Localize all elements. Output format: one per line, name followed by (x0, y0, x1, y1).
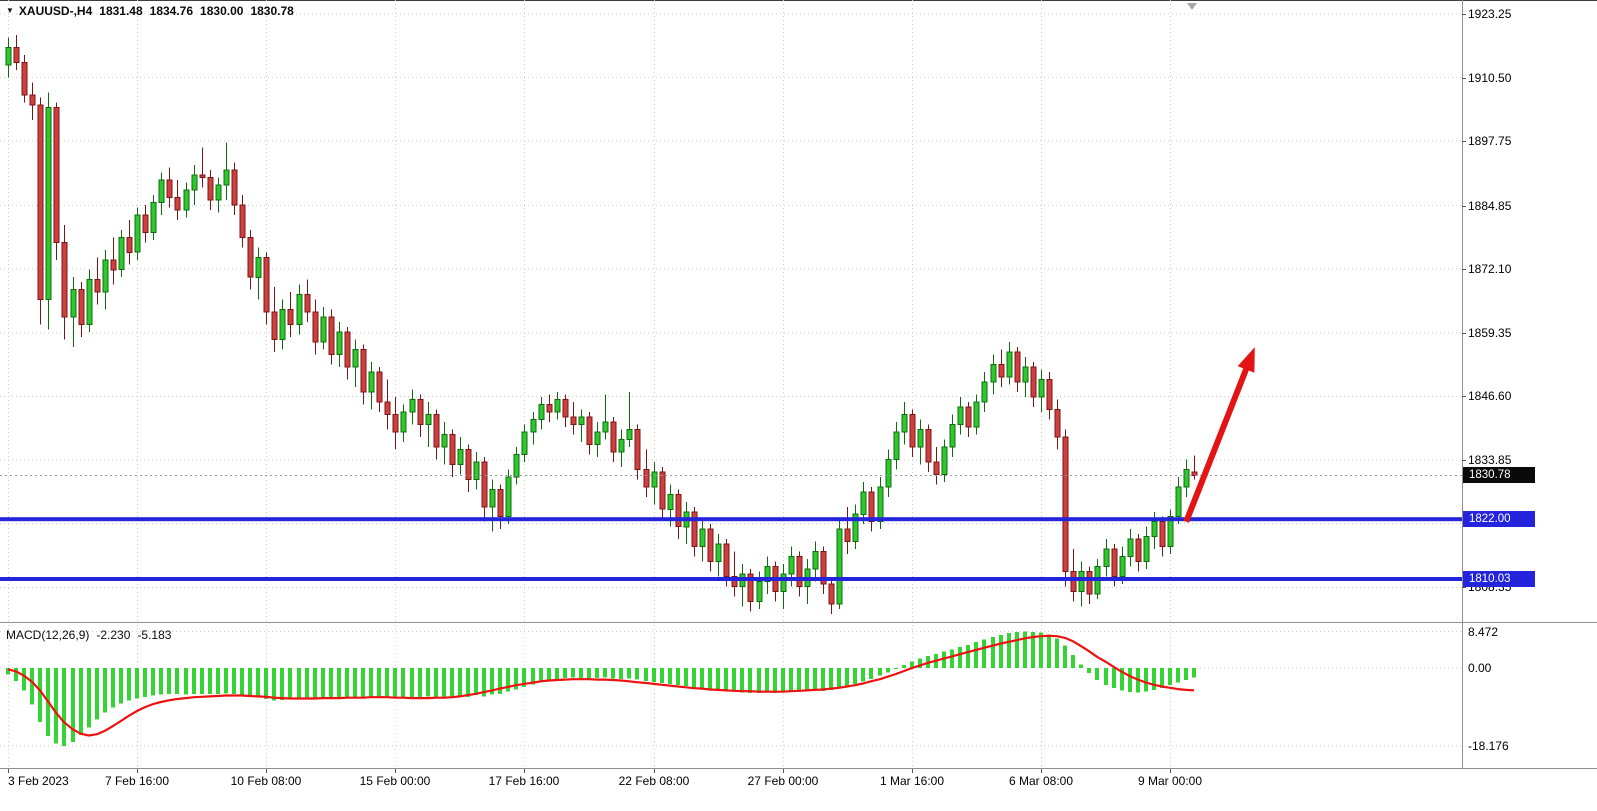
ohlc-close: 1830.78 (250, 4, 294, 18)
price-tick-mark (1462, 396, 1466, 398)
time-label: 9 Mar 00:00 (1137, 774, 1203, 788)
price-tick-label: 1910.50 (1468, 70, 1512, 85)
ohlc-high: 1834.76 (149, 4, 194, 18)
time-tick-mark (783, 769, 784, 773)
time-tick-mark (137, 769, 138, 773)
window-top-border (0, 0, 1597, 1)
chart-symbol-label: XAUUSD-,H4 (18, 4, 93, 18)
one-click-panel-toggle-icon[interactable]: ▼ (6, 6, 14, 15)
price-tick-mark (1462, 460, 1466, 462)
time-label: 10 Feb 08:00 (230, 774, 302, 788)
macd-indicator-label: MACD(12,26,9) -2.230 -5.183 (6, 628, 171, 642)
macd-main-value: -2.230 (96, 628, 131, 642)
price-tick-mark (1462, 14, 1466, 15)
time-tick-mark (654, 769, 655, 773)
price-tick-label: 1872.10 (1468, 262, 1512, 277)
price-tick-mark (1462, 332, 1466, 334)
macd-tick-label: 8.472 (1468, 624, 1499, 639)
price-tick-mark (1462, 77, 1466, 79)
time-tick-mark (266, 769, 267, 773)
panel-divider[interactable] (0, 622, 1597, 623)
price-tick-mark (1462, 269, 1466, 271)
macd-signal-line (7, 634, 1195, 737)
price-tick-mark (1462, 587, 1466, 589)
hline-price-badge: 1822.00 (1463, 511, 1535, 528)
price-axis[interactable] (1463, 0, 1597, 768)
price-tick-mark (1462, 141, 1466, 143)
time-label: 15 Feb 00:00 (359, 774, 431, 788)
price-tick-label: 1897.75 (1468, 134, 1512, 149)
macd-tick-label: -18.176 (1468, 739, 1509, 754)
macd-panel-canvas[interactable] (0, 625, 1462, 768)
macd-signal-value: -5.183 (137, 628, 172, 642)
macd-name: MACD(12,26,9) (6, 628, 90, 642)
ohlc-low: 1830.00 (200, 4, 244, 18)
time-tick-mark (1170, 769, 1171, 773)
time-label: 22 Feb 08:00 (618, 774, 690, 788)
time-axis[interactable] (0, 769, 1462, 799)
time-tick-mark (524, 769, 525, 773)
chart-ohlc-info: ▼ XAUUSD-,H4 1831.48 1834.76 1830.00 1830.78 (6, 4, 294, 18)
price-tick-label: 1884.85 (1468, 198, 1512, 213)
time-label: 1 Mar 16:00 (879, 774, 945, 788)
time-label: 3 Feb 2023 (8, 774, 69, 788)
hline-price-badge: 1810.03 (1463, 570, 1535, 587)
current-price-badge: 1830.78 (1463, 467, 1535, 484)
time-tick-mark (1041, 769, 1042, 773)
price-tick-label: 1923.25 (1468, 7, 1512, 21)
price-tick-mark (1462, 205, 1466, 207)
time-label: 6 Mar 08:00 (1008, 774, 1074, 788)
time-label: 27 Feb 00:00 (747, 774, 819, 788)
price-tick-label: 1833.85 (1468, 453, 1512, 468)
time-tick-mark (395, 769, 396, 773)
price-axis-divider (1462, 0, 1463, 768)
time-label: 7 Feb 16:00 (104, 774, 170, 788)
main-chart-canvas[interactable] (0, 0, 1462, 622)
macd-tick-label: 0.00 (1468, 661, 1492, 675)
time-tick-mark (8, 769, 9, 773)
time-tick-mark (912, 769, 913, 773)
chart-shift-marker (1187, 3, 1197, 10)
price-tick-label: 1859.35 (1468, 325, 1512, 340)
time-axis-divider (0, 768, 1597, 769)
time-label: 17 Feb 16:00 (488, 774, 560, 788)
price-tick-label: 1846.60 (1468, 389, 1512, 404)
ohlc-open: 1831.48 (99, 4, 143, 18)
